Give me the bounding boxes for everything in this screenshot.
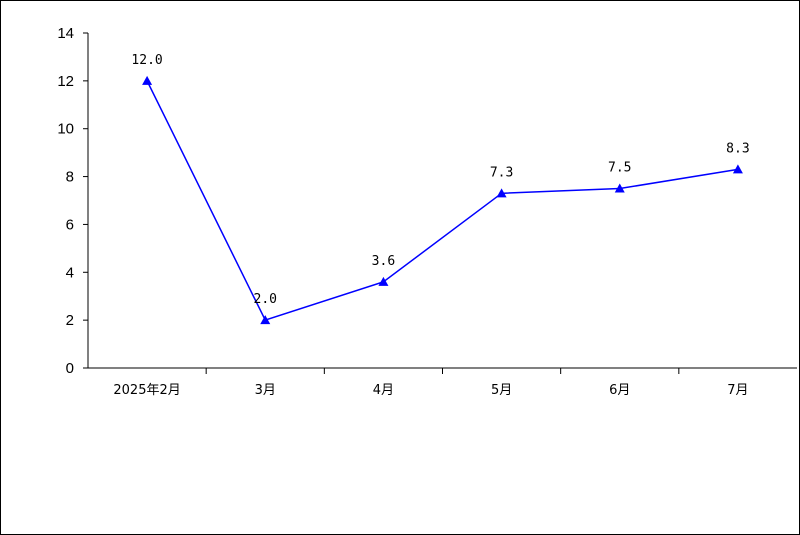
- x-tick-label: 7月: [727, 383, 748, 398]
- data-label: 2.0: [254, 292, 277, 307]
- y-tick-label: 12: [57, 73, 74, 90]
- x-tick-label: 6月: [609, 383, 630, 398]
- y-tick-label: 0: [66, 360, 74, 377]
- data-point-marker: [260, 315, 271, 325]
- x-tick-label: 4月: [373, 383, 394, 398]
- y-tick-label: 6: [66, 216, 74, 233]
- x-tick-label: 5月: [491, 383, 512, 398]
- data-point-marker: [614, 183, 625, 193]
- data-label: 12.0: [131, 53, 162, 68]
- y-tick-label: 10: [57, 121, 74, 138]
- data-point-marker: [732, 164, 743, 174]
- series-line: [146, 80, 739, 322]
- x-tick-label: 2025年2月: [113, 383, 180, 398]
- data-label: 7.3: [490, 165, 513, 180]
- y-tick-label: 2: [66, 312, 74, 329]
- series-layer: [142, 75, 743, 325]
- y-tick-label: 4: [66, 264, 74, 281]
- y-tick-label: 14: [57, 25, 74, 42]
- y-tick-labels: 0 2 4 6 8 10 12 14: [57, 25, 74, 377]
- data-point-marker: [142, 75, 153, 85]
- data-point-marker: [378, 276, 389, 286]
- axes: [83, 32, 797, 374]
- data-labels: 12.0 2.0 3.6 7.3 7.5 8.3: [131, 53, 749, 307]
- x-tick-label: 3月: [255, 383, 276, 398]
- data-label: 8.3: [726, 141, 749, 156]
- x-tick-labels: 2025年2月 3月 4月 5月 6月 7月: [113, 383, 748, 398]
- data-label: 3.6: [372, 254, 395, 269]
- data-label: 7.5: [608, 161, 631, 176]
- y-tick-label: 8: [66, 169, 74, 186]
- data-point-marker: [496, 188, 507, 198]
